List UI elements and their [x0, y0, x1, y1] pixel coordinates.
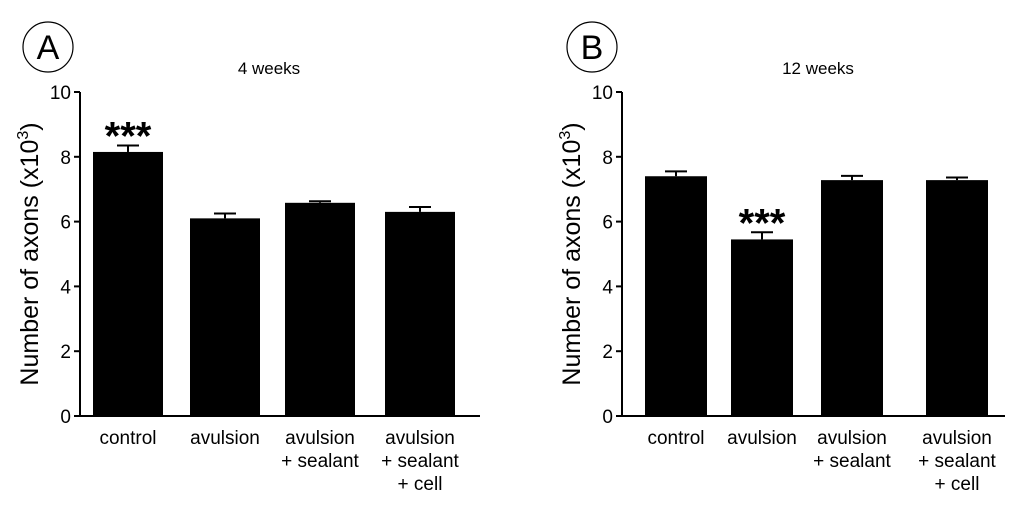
y-tick-label: 2 — [602, 342, 613, 363]
x-category-label: avulsion — [922, 428, 992, 449]
y-axis-label-end: ) — [16, 122, 44, 130]
chart-title: 12 weeks — [782, 59, 854, 78]
y-axis-label-end: ) — [558, 122, 586, 130]
y-tick-label: 0 — [60, 407, 71, 428]
x-category-label: avulsion — [385, 428, 455, 449]
bar — [645, 176, 707, 416]
x-category-label: avulsion — [727, 428, 797, 449]
bar — [731, 239, 793, 416]
y-tick-label: 8 — [60, 148, 71, 169]
bar — [821, 180, 883, 416]
y-tick-label: 6 — [602, 213, 613, 234]
bar — [926, 180, 988, 416]
bar — [285, 202, 355, 416]
y-tick-label: 10 — [592, 83, 613, 104]
panel-letter-circle — [566, 21, 618, 73]
y-tick-label: 8 — [602, 148, 613, 169]
x-category-label: + cell — [398, 474, 443, 495]
bar — [93, 151, 163, 416]
panel-letter: B — [581, 29, 604, 67]
y-tick-label: 6 — [60, 213, 71, 234]
y-axis-label-superscript: 3 — [15, 131, 32, 140]
y-axis-label: Number of axons (x103) — [557, 122, 586, 385]
x-category-label: avulsion — [817, 428, 887, 449]
bar — [190, 218, 260, 416]
y-tick-label: 10 — [50, 83, 71, 104]
y-tick-label: 4 — [602, 277, 613, 298]
x-category-label: control — [647, 428, 704, 449]
x-category-label: + sealant — [281, 451, 359, 472]
x-category-label: avulsion — [285, 428, 355, 449]
panel-letter-circle — [22, 21, 74, 73]
x-category-label: control — [99, 428, 156, 449]
x-category-label: avulsion — [190, 428, 260, 449]
x-category-label: + sealant — [918, 451, 996, 472]
y-axis-label-superscript: 3 — [557, 131, 574, 140]
significance-stars: *** — [105, 114, 152, 158]
panel-a: A 4 weeks 0 2 4 6 8 10 Number of axons (x103) con… — [15, 21, 480, 495]
x-category-label: + sealant — [813, 451, 891, 472]
bar — [385, 211, 455, 416]
y-axis-label: Number of axons (x103) — [15, 122, 44, 385]
significance-stars: *** — [739, 201, 786, 245]
y-tick-label: 0 — [602, 407, 613, 428]
panel-b: B 12 weeks 0 2 4 6 8 10 Number of axons (x103) co… — [557, 21, 1005, 495]
y-axis-label-main: Number of axons (x10 — [16, 140, 44, 386]
x-category-label: + cell — [935, 474, 980, 495]
chart-title: 4 weeks — [238, 59, 300, 78]
x-category-label: + sealant — [381, 451, 459, 472]
panel-letter: A — [37, 29, 60, 67]
y-tick-label: 4 — [60, 277, 71, 298]
y-axis-label-main: Number of axons (x10 — [558, 140, 586, 386]
y-tick-label: 2 — [60, 342, 71, 363]
